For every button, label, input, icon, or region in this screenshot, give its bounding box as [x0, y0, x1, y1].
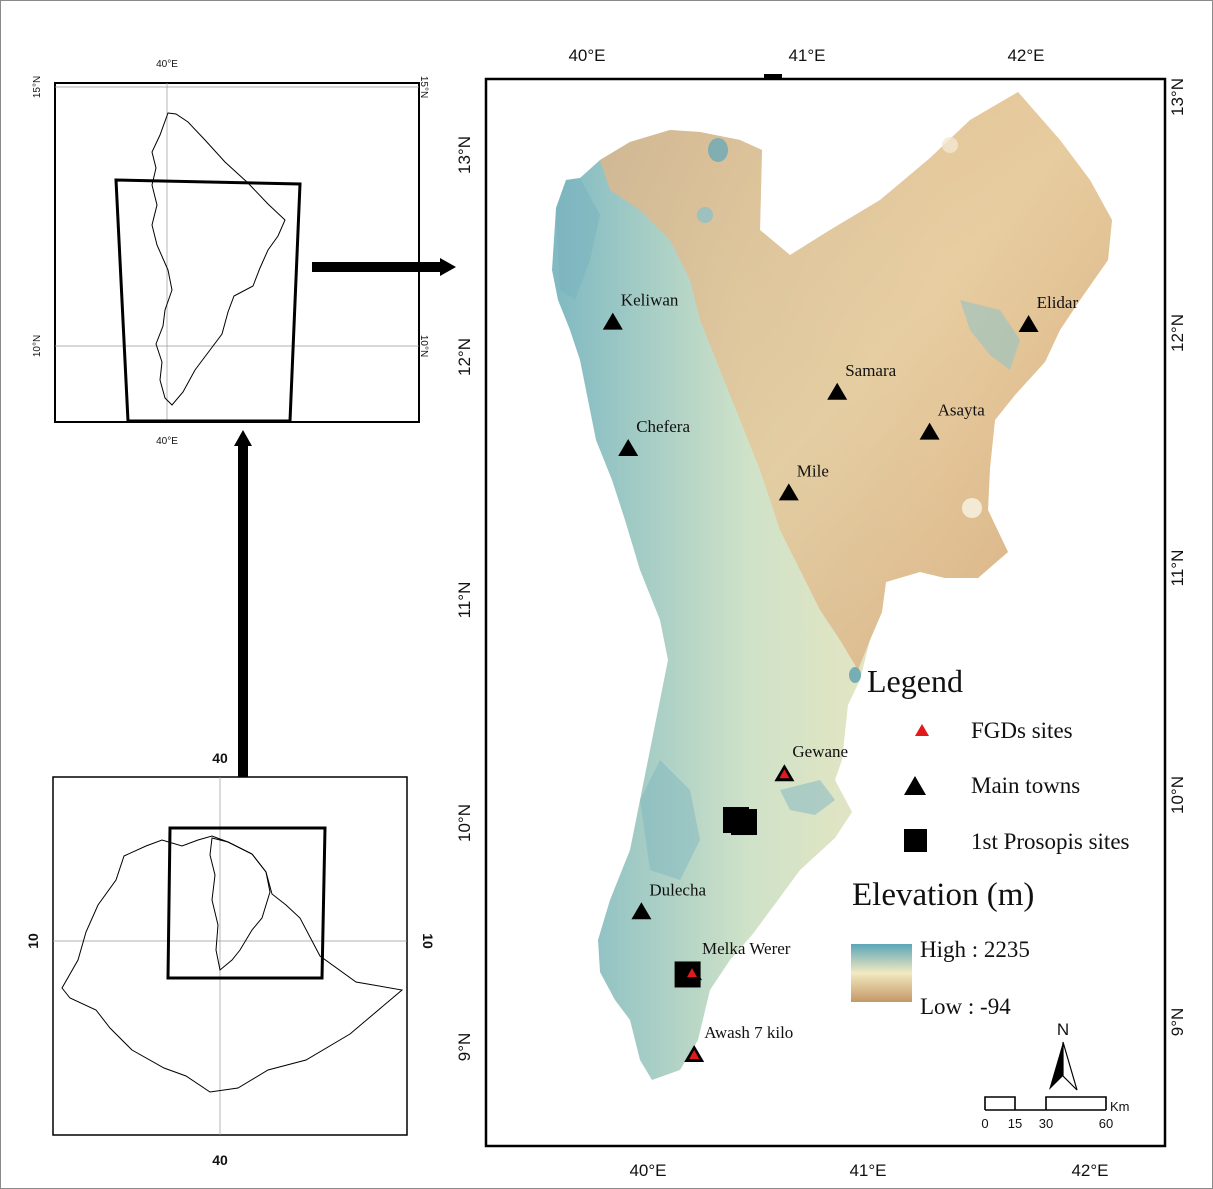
arrow-right-icon	[312, 258, 456, 276]
prosopis-sites-layer	[674, 807, 757, 988]
inset-country-lat-right: 10	[420, 933, 436, 949]
town-label: Keliwan	[621, 291, 679, 310]
lat-label-right: 9°N	[1168, 1008, 1187, 1037]
left-lat-labels: 13°N 12°N 11°N 10°N 9°N	[455, 136, 474, 1061]
fgd-site-marker	[779, 769, 790, 779]
afar-outline-small	[151, 112, 286, 406]
town-marker	[778, 483, 799, 501]
inset-region-lat10-right: 10°N	[418, 335, 429, 357]
legend: Legend FGDs sites Main towns 1st Prosopi…	[851, 663, 1130, 1019]
arrow-up-icon	[234, 430, 252, 822]
inset-region: 40°E 40°E 15°N 15°N 10°N 10°N	[32, 59, 429, 447]
inset-region-lat10-left: 10°N	[32, 335, 43, 357]
legend-prosopis-label: 1st Prosopis sites	[971, 829, 1130, 854]
lat-label-right: 12°N	[1168, 314, 1187, 352]
lon-label-bottom: 40°E	[629, 1161, 666, 1180]
north-label: N	[1057, 1020, 1069, 1039]
town-label: Samara	[845, 361, 896, 380]
town-marker	[602, 312, 623, 330]
lat-label-left: 10°N	[455, 804, 474, 842]
bottom-lon-labels: 40°E 41°E 42°E	[629, 1161, 1108, 1180]
town-label: Elidar	[1037, 293, 1079, 312]
legend-fgd-label: FGDs sites	[971, 718, 1073, 743]
inset-country: 40 40 10 10	[25, 750, 436, 1168]
elevation-low-label: Low : -94	[920, 994, 1011, 1019]
legend-title: Legend	[867, 663, 963, 699]
inset-region-frame	[54, 82, 420, 423]
lat-label-right: 13°N	[1168, 78, 1187, 116]
lat-label-right: 10°N	[1168, 776, 1187, 814]
town-label: Melka Werer	[702, 939, 791, 958]
top-lon-labels: 40°E 41°E 42°E	[568, 46, 1044, 65]
right-lat-labels: 13°N 12°N 11°N 10°N 9°N	[1168, 78, 1187, 1036]
lat-label-left: 12°N	[455, 338, 474, 376]
lon-label-top: 40°E	[568, 46, 605, 65]
inset-region-extent-box	[114, 178, 302, 423]
scale-bar: 0 15 30 60 Km	[981, 1096, 1130, 1131]
lon-label-bottom: 42°E	[1071, 1161, 1108, 1180]
town-marker	[827, 382, 848, 400]
arrows	[234, 258, 456, 822]
scale-tick-0: 0	[981, 1116, 988, 1131]
elevation-ramp	[851, 944, 912, 1002]
elevation-title: Elevation (m)	[852, 877, 1034, 913]
lat-label-left: 13°N	[455, 136, 474, 174]
town-label: Mile	[797, 461, 829, 480]
lon-label-bottom: 41°E	[849, 1161, 886, 1180]
prosopis-site-marker	[731, 809, 757, 836]
inset-country-frame	[52, 776, 408, 1136]
town-marker-icon	[904, 776, 926, 795]
town-label: Chefera	[636, 417, 690, 436]
fgd-site-marker	[689, 1050, 700, 1060]
fgd-site-marker	[687, 968, 697, 978]
inset-region-lon-bottom: 40°E	[156, 436, 178, 447]
scale-tick-60: 60	[1099, 1116, 1113, 1131]
lat-label-left: 11°N	[455, 582, 474, 619]
inset-region-lat15-right: 15°N	[418, 76, 429, 98]
town-marker	[1018, 314, 1039, 332]
inset-country-lon-bottom: 40	[212, 1152, 228, 1168]
north-arrow: N	[1049, 1020, 1078, 1091]
scale-unit: Km	[1110, 1099, 1130, 1114]
scale-tick-15: 15	[1008, 1116, 1022, 1131]
lon-label-top: 42°E	[1007, 46, 1044, 65]
fgd-marker-icon	[915, 724, 929, 736]
inset-country-lon-top: 40	[212, 750, 228, 766]
town-label: Awash 7 kilo	[704, 1023, 793, 1042]
inset-region-lat15-left: 15°N	[32, 76, 43, 98]
north-arrow-left-icon	[1049, 1042, 1063, 1090]
inset-country-extent-box	[166, 826, 327, 980]
lat-label-left: 9°N	[455, 1033, 474, 1062]
prosopis-marker-icon	[904, 829, 927, 852]
town-label: Dulecha	[649, 880, 706, 899]
north-arrow-right-icon	[1062, 1041, 1078, 1091]
main-map: 40°E 41°E 42°E 40°E 41°E 42°E 13°N 12°N 11°N 10…	[455, 46, 1187, 1180]
ethiopia-outline	[61, 835, 404, 1093]
scale-bar-segments	[984, 1096, 1107, 1111]
town-marker	[919, 422, 940, 440]
town-marker	[631, 902, 652, 920]
towns-layer: Keliwan Chefera Mile Samara Asayta Elidar Gewa…	[602, 291, 1079, 1063]
top-marker	[764, 74, 782, 79]
afar-outline-tiny	[209, 837, 271, 971]
town-marker	[618, 438, 639, 456]
town-label: Gewane	[792, 742, 848, 761]
afar-elevation-raster	[552, 92, 1112, 1080]
inset-country-lat-left: 10	[25, 933, 41, 949]
legend-town-label: Main towns	[971, 773, 1080, 798]
elevation-high-label: High : 2235	[920, 937, 1030, 962]
lat-label-right: 11°N	[1168, 550, 1187, 587]
town-label: Asayta	[938, 401, 986, 420]
scale-tick-30: 30	[1039, 1116, 1053, 1131]
lon-label-top: 41°E	[788, 46, 825, 65]
inset-region-lon-top: 40°E	[156, 59, 178, 70]
